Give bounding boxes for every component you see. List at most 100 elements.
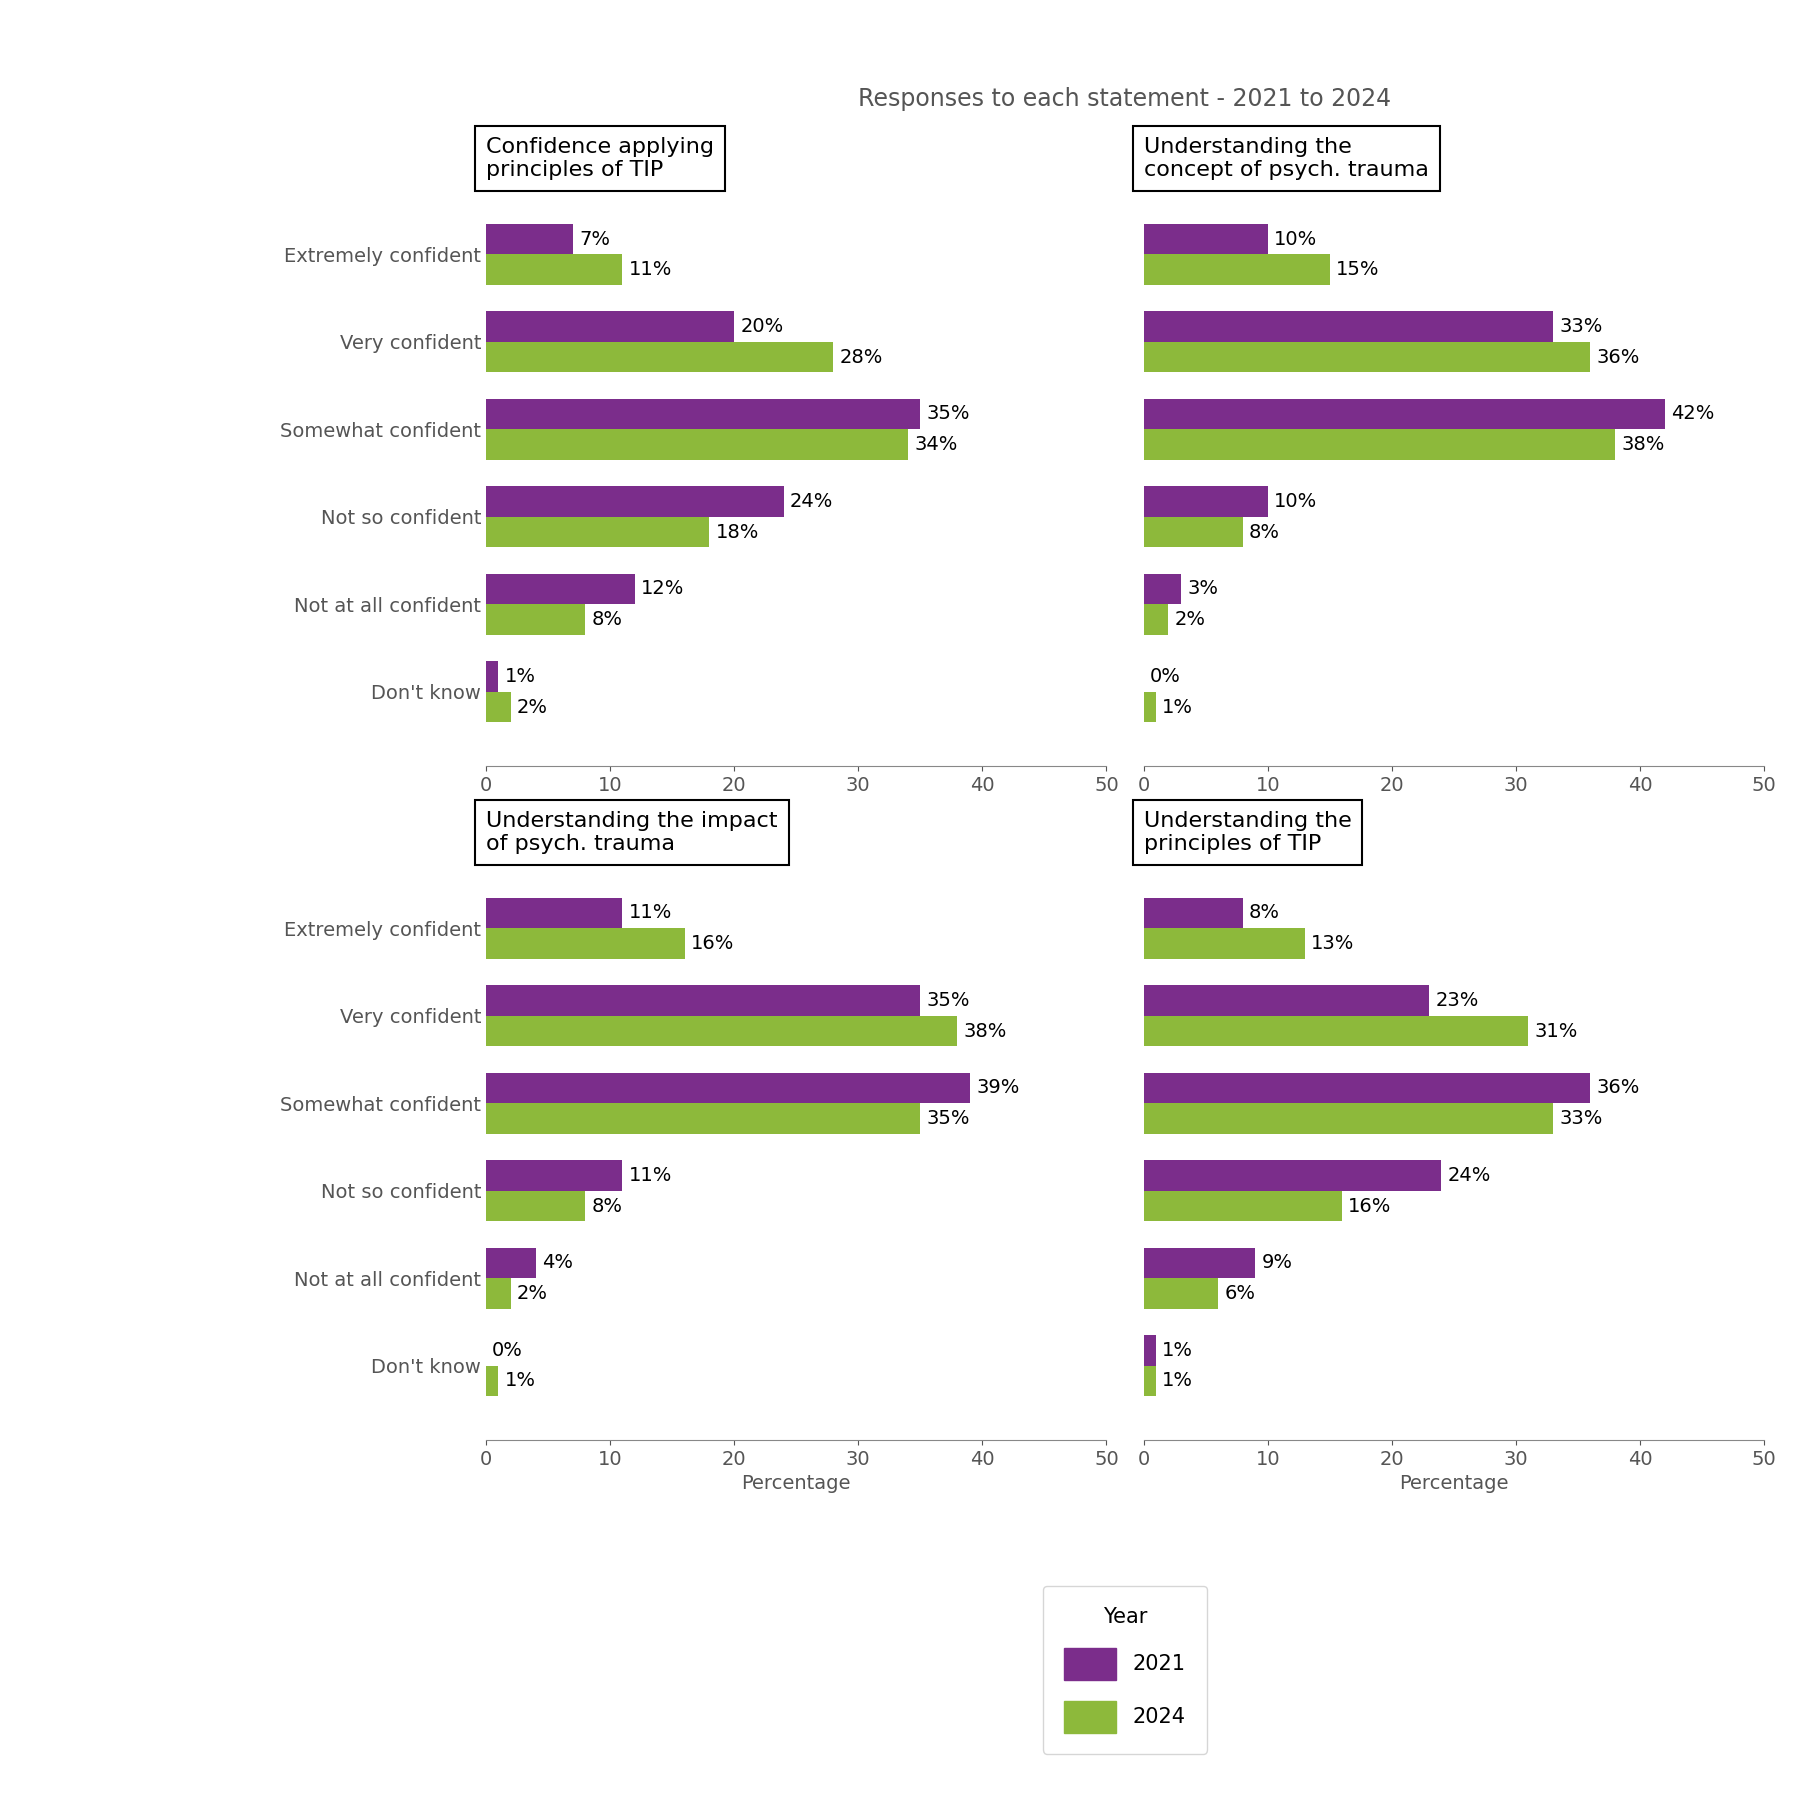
Bar	[486, 1247, 536, 1278]
Text: 2%: 2%	[517, 1283, 547, 1303]
Text: 24%: 24%	[790, 491, 833, 511]
Text: 2%: 2%	[517, 698, 547, 716]
Text: 1%: 1%	[1163, 698, 1193, 716]
Bar	[1143, 1073, 1589, 1103]
Text: 12%: 12%	[641, 580, 684, 598]
Text: 38%: 38%	[963, 1022, 1006, 1040]
Text: 10%: 10%	[1274, 491, 1318, 511]
Text: Understanding the
principles of TIP: Understanding the principles of TIP	[1143, 810, 1352, 853]
Bar	[1143, 1247, 1255, 1278]
Bar	[1143, 1015, 1528, 1046]
Bar	[1143, 605, 1168, 635]
Text: 42%: 42%	[1670, 405, 1714, 423]
Text: 34%: 34%	[914, 436, 958, 454]
Text: 8%: 8%	[592, 1197, 623, 1215]
Bar	[486, 398, 920, 428]
Text: 3%: 3%	[1186, 580, 1219, 598]
Bar	[1143, 1192, 1343, 1222]
Text: 23%: 23%	[1435, 992, 1478, 1010]
Bar	[486, 1278, 511, 1309]
Bar	[486, 517, 709, 547]
Bar	[1143, 311, 1553, 342]
Text: 9%: 9%	[1262, 1253, 1292, 1273]
Text: 6%: 6%	[1224, 1283, 1255, 1303]
Text: 1%: 1%	[1163, 1341, 1193, 1359]
Bar	[486, 486, 783, 517]
Text: 0%: 0%	[491, 1341, 524, 1359]
Bar	[486, 605, 585, 635]
Text: 13%: 13%	[1310, 934, 1354, 954]
Bar	[486, 929, 684, 959]
Text: 36%: 36%	[1597, 347, 1640, 367]
Text: 36%: 36%	[1597, 1078, 1640, 1098]
Text: 0%: 0%	[1150, 666, 1181, 686]
Bar	[486, 428, 907, 461]
Bar	[1143, 1366, 1156, 1397]
Text: 39%: 39%	[976, 1078, 1019, 1098]
Bar	[1143, 517, 1242, 547]
Text: 15%: 15%	[1336, 261, 1379, 279]
Bar	[1143, 398, 1665, 428]
X-axis label: Percentage: Percentage	[1399, 1474, 1508, 1494]
Text: 8%: 8%	[1249, 522, 1280, 542]
Text: 35%: 35%	[927, 992, 970, 1010]
Text: 16%: 16%	[1348, 1197, 1391, 1215]
Text: 11%: 11%	[628, 904, 671, 922]
Text: 8%: 8%	[592, 610, 623, 628]
Text: 35%: 35%	[927, 405, 970, 423]
Bar	[486, 574, 635, 605]
Text: Confidence applying
principles of TIP: Confidence applying principles of TIP	[486, 137, 715, 180]
Text: 1%: 1%	[504, 1372, 536, 1390]
Text: 33%: 33%	[1559, 1109, 1602, 1129]
Text: 20%: 20%	[740, 317, 783, 337]
Bar	[1143, 898, 1242, 929]
Bar	[1143, 574, 1181, 605]
Bar	[486, 1366, 499, 1397]
Text: 28%: 28%	[839, 347, 884, 367]
Bar	[486, 1159, 623, 1192]
Bar	[1143, 1159, 1442, 1192]
Text: 4%: 4%	[542, 1253, 572, 1273]
Text: 16%: 16%	[691, 934, 734, 954]
Bar	[486, 1103, 920, 1134]
Text: 2%: 2%	[1175, 610, 1206, 628]
Text: Understanding the impact
of psych. trauma: Understanding the impact of psych. traum…	[486, 810, 778, 853]
Bar	[486, 898, 623, 929]
Text: 31%: 31%	[1534, 1022, 1579, 1040]
Bar	[1143, 486, 1267, 517]
Bar	[1143, 428, 1615, 461]
Text: 11%: 11%	[628, 261, 671, 279]
Bar	[486, 342, 833, 373]
Text: 24%: 24%	[1447, 1166, 1490, 1184]
Bar	[1143, 342, 1589, 373]
Bar	[486, 223, 572, 254]
Bar	[486, 254, 623, 284]
Bar	[486, 311, 734, 342]
Bar	[486, 691, 511, 722]
Text: 1%: 1%	[504, 666, 536, 686]
Text: 38%: 38%	[1622, 436, 1665, 454]
Bar	[1143, 1103, 1553, 1134]
Text: 18%: 18%	[716, 522, 760, 542]
Bar	[486, 985, 920, 1015]
Text: 1%: 1%	[1163, 1372, 1193, 1390]
Bar	[486, 1192, 585, 1222]
Bar	[1143, 223, 1267, 254]
Text: Understanding the
concept of psych. trauma: Understanding the concept of psych. trau…	[1143, 137, 1429, 180]
Text: 10%: 10%	[1274, 230, 1318, 248]
Text: 11%: 11%	[628, 1166, 671, 1184]
Bar	[1143, 691, 1156, 722]
Text: 33%: 33%	[1559, 317, 1602, 337]
Bar	[486, 1073, 970, 1103]
Text: 7%: 7%	[580, 230, 610, 248]
X-axis label: Percentage: Percentage	[742, 1474, 851, 1494]
Text: 35%: 35%	[927, 1109, 970, 1129]
Bar	[486, 1015, 958, 1046]
Bar	[1143, 1278, 1219, 1309]
Text: 8%: 8%	[1249, 904, 1280, 922]
Bar	[1143, 929, 1305, 959]
Bar	[486, 661, 499, 691]
Bar	[1143, 254, 1330, 284]
Bar	[1143, 985, 1429, 1015]
Text: Responses to each statement - 2021 to 2024: Responses to each statement - 2021 to 20…	[859, 86, 1391, 112]
